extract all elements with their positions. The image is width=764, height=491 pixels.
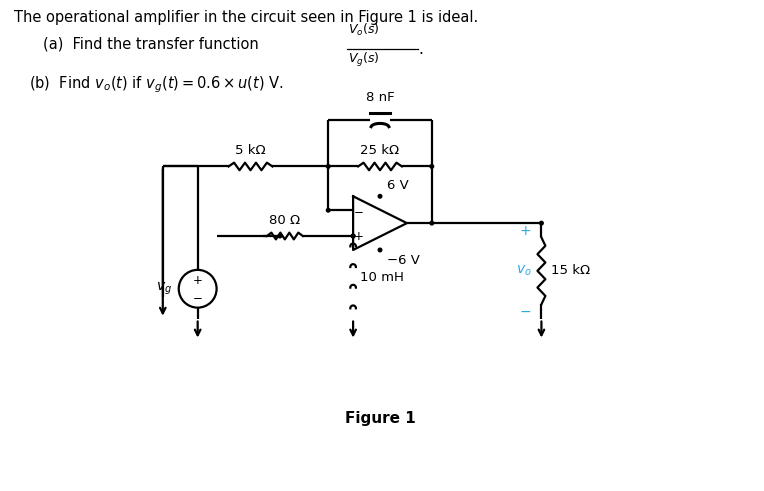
Text: −6 V: −6 V [387,254,420,267]
Text: Figure 1: Figure 1 [345,410,416,426]
Text: 5 kΩ: 5 kΩ [235,144,266,157]
Circle shape [351,234,355,238]
Text: $V_g(s)$: $V_g(s)$ [348,51,380,69]
Text: $v_o$: $v_o$ [516,264,532,278]
Text: $v_g$: $v_g$ [156,280,172,297]
Text: .: . [419,42,424,56]
Text: $+$: $+$ [353,229,364,243]
Circle shape [326,164,330,168]
Circle shape [430,164,434,168]
Circle shape [430,221,434,225]
Text: 6 V: 6 V [387,179,409,192]
Text: 25 kΩ: 25 kΩ [361,144,400,157]
Text: +: + [520,224,532,238]
Circle shape [539,221,543,225]
Circle shape [378,248,382,252]
Text: 15 kΩ: 15 kΩ [552,264,591,277]
Text: 80 Ω: 80 Ω [269,214,300,227]
Circle shape [278,234,282,238]
Text: 10 mH: 10 mH [360,271,404,284]
Circle shape [378,194,382,198]
Text: (b)  Find $v_o(t)$ if $v_g(t) = 0.6 \times u(t)$ V.: (b) Find $v_o(t)$ if $v_g(t) = 0.6 \time… [29,74,284,95]
Text: +: + [193,274,202,287]
Text: The operational amplifier in the circuit seen in Figure 1 is ideal.: The operational amplifier in the circuit… [15,10,478,26]
Text: $-$: $-$ [520,303,532,318]
Text: 8 nF: 8 nF [366,91,394,104]
Text: $-$: $-$ [193,290,203,303]
Text: $-$: $-$ [353,204,364,217]
Text: (a)  Find the transfer function: (a) Find the transfer function [44,36,264,51]
Circle shape [351,234,355,238]
Text: $V_o(s)$: $V_o(s)$ [348,22,380,38]
Circle shape [326,209,330,212]
